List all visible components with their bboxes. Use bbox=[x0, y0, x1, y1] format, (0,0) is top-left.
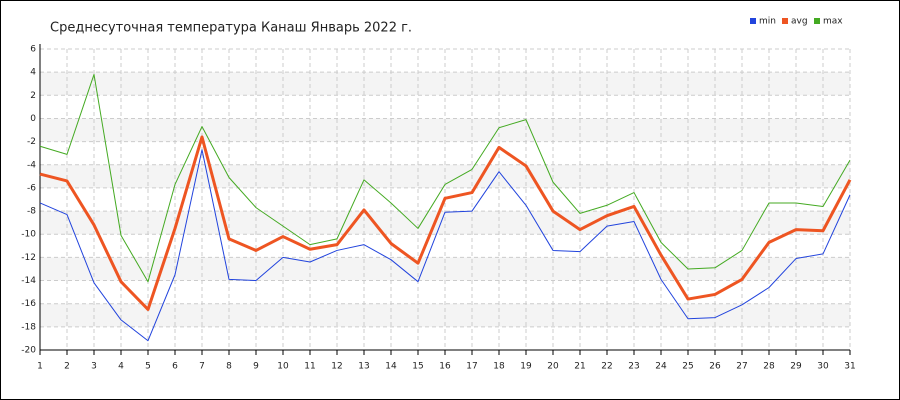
series-line bbox=[39, 135, 852, 311]
x-tick-label: 23 bbox=[628, 362, 639, 372]
series-line bbox=[39, 149, 851, 342]
legend-label: min bbox=[759, 17, 776, 27]
y-tick-label: -20 bbox=[21, 346, 36, 356]
x-tick-label: 4 bbox=[118, 362, 124, 372]
chart-title: Среднесуточная температура Канаш Январь … bbox=[50, 21, 412, 36]
grid-band bbox=[40, 118, 850, 142]
x-tick-label: 10 bbox=[277, 362, 289, 372]
x-tick-label: 19 bbox=[520, 362, 532, 372]
y-tick-label: -10 bbox=[21, 230, 36, 240]
grid-band bbox=[40, 211, 850, 235]
y-tick-label: -14 bbox=[21, 276, 36, 286]
y-tick-label: -2 bbox=[27, 137, 36, 147]
y-tick-label: -18 bbox=[21, 322, 36, 332]
x-tick-label: 17 bbox=[466, 362, 477, 372]
y-tick-label: -12 bbox=[21, 253, 36, 263]
series-line bbox=[39, 73, 851, 283]
legend-label: avg bbox=[791, 17, 808, 27]
legend-swatch bbox=[814, 18, 820, 24]
y-tick-label: 2 bbox=[30, 91, 36, 101]
y-tick-label: -6 bbox=[27, 183, 36, 193]
x-tick-label: 7 bbox=[199, 362, 205, 372]
y-tick-label: -8 bbox=[27, 207, 36, 217]
x-tick-label: 24 bbox=[655, 362, 667, 372]
y-tick-label: 6 bbox=[30, 45, 36, 55]
x-tick-label: 18 bbox=[493, 362, 505, 372]
y-tick-label: -16 bbox=[21, 299, 36, 309]
x-tick-label: 16 bbox=[439, 362, 451, 372]
y-tick-label: -4 bbox=[27, 160, 36, 170]
x-tick-label: 3 bbox=[91, 362, 97, 372]
x-tick-label: 2 bbox=[64, 362, 70, 372]
x-tick-label: 22 bbox=[601, 362, 612, 372]
x-tick-label: 30 bbox=[817, 362, 829, 372]
x-tick-label: 5 bbox=[145, 362, 151, 372]
x-tick-label: 6 bbox=[172, 362, 178, 372]
legend-swatch bbox=[750, 18, 756, 24]
x-tick-label: 26 bbox=[709, 362, 721, 372]
legend-swatch bbox=[782, 18, 788, 24]
legend-label: max bbox=[823, 17, 843, 27]
x-tick-label: 11 bbox=[304, 362, 315, 372]
x-tick-label: 27 bbox=[736, 362, 747, 372]
x-tick-label: 21 bbox=[574, 362, 585, 372]
y-tick-label: 0 bbox=[30, 114, 36, 124]
x-tick-label: 14 bbox=[385, 362, 397, 372]
x-tick-label: 15 bbox=[412, 362, 423, 372]
x-tick-label: 29 bbox=[790, 362, 802, 372]
x-tick-label: 31 bbox=[844, 362, 855, 372]
x-tick-label: 1 bbox=[37, 362, 43, 372]
grid-band bbox=[40, 72, 850, 96]
x-tick-label: 9 bbox=[253, 362, 259, 372]
y-tick-label: 4 bbox=[30, 68, 36, 78]
x-tick-label: 28 bbox=[763, 362, 775, 372]
x-tick-label: 12 bbox=[331, 362, 342, 372]
x-tick-label: 25 bbox=[682, 362, 693, 372]
x-tick-label: 20 bbox=[547, 362, 559, 372]
x-tick-label: 13 bbox=[358, 362, 369, 372]
x-tick-label: 8 bbox=[226, 362, 232, 372]
